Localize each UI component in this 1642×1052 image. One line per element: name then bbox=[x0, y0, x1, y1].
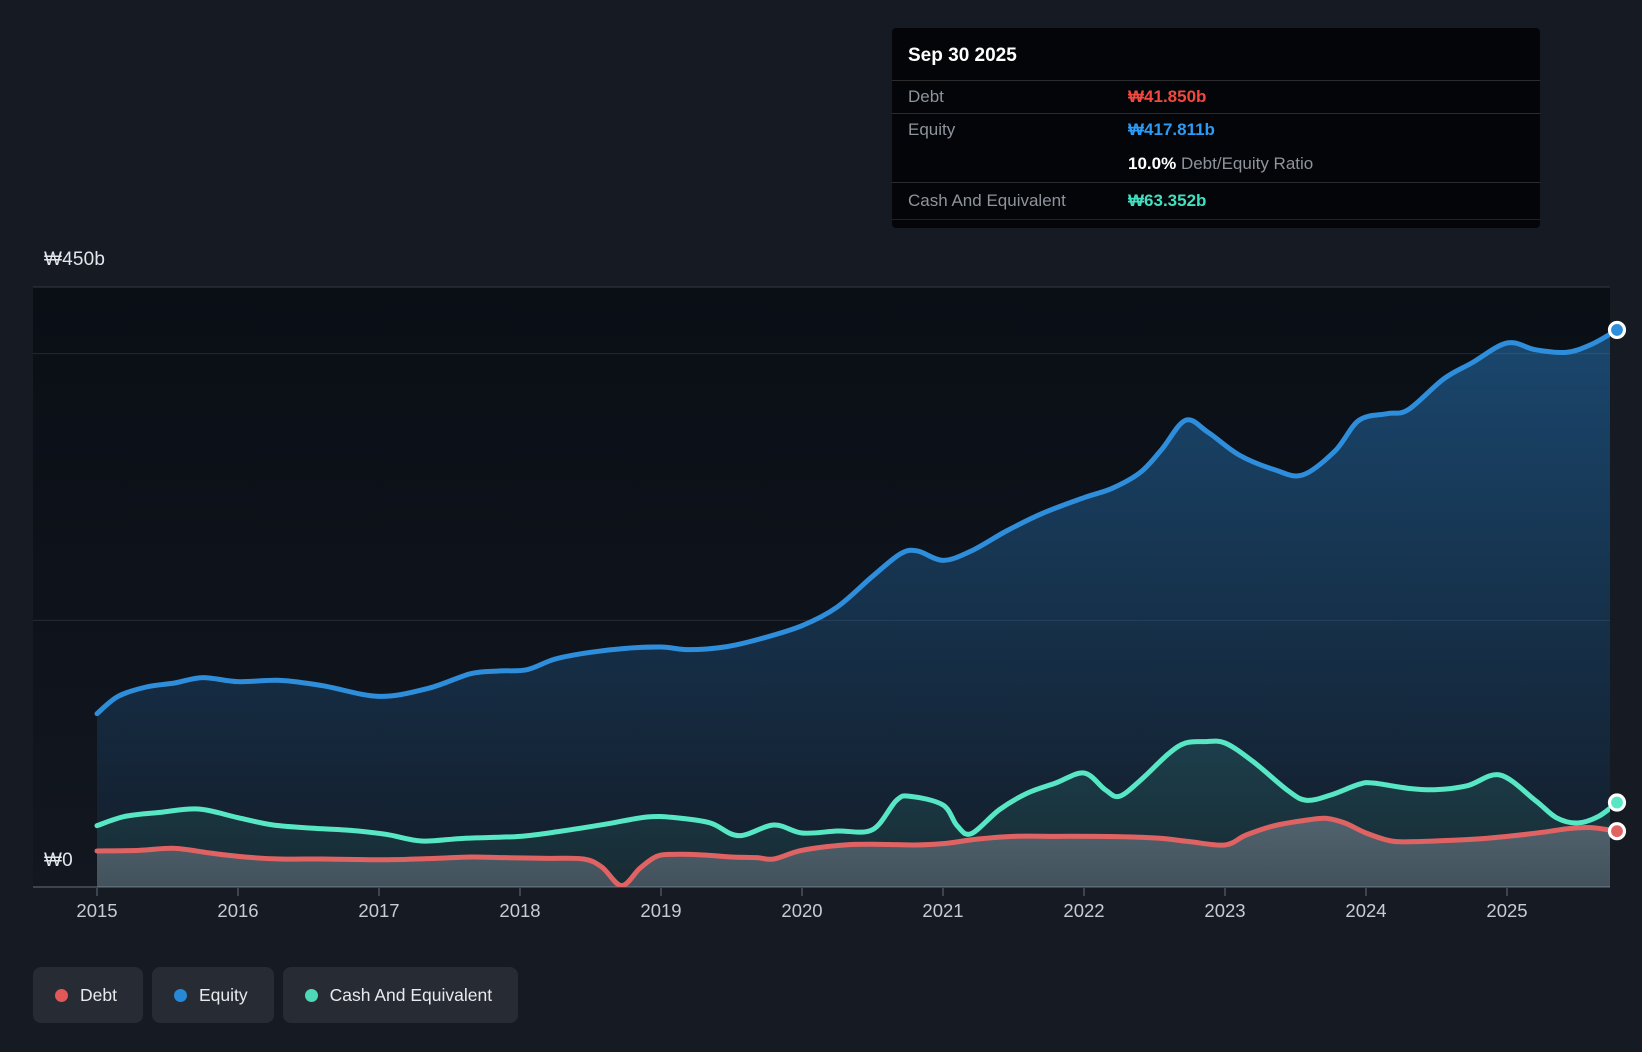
tooltip-ratio-row: 10.0% Debt/Equity Ratio bbox=[892, 146, 1540, 183]
tooltip-cash-row: Cash And Equivalent ₩63.352b bbox=[892, 183, 1540, 220]
x-axis-label-2022: 2022 bbox=[1063, 900, 1104, 921]
series-layer bbox=[94, 331, 1610, 887]
tooltip-equity-value: ₩417.811b bbox=[1128, 120, 1215, 139]
tooltip-debt-value: ₩41.850b bbox=[1128, 87, 1207, 106]
tooltip-ratio-label: Debt/Equity Ratio bbox=[1180, 154, 1314, 173]
equity-line bbox=[94, 331, 1610, 717]
chart-legend: Debt Equity Cash And Equivalent bbox=[33, 967, 519, 1023]
debt-end-marker bbox=[1607, 822, 1627, 841]
equity-dot-icon bbox=[173, 988, 187, 1002]
debt-dot-icon bbox=[55, 988, 68, 1002]
legend-item-equity[interactable]: Equity bbox=[151, 967, 274, 1023]
tooltip-equity-row: Equity ₩417.811b bbox=[892, 114, 1540, 146]
chart-tooltip: Sep 30 2025 Debt ₩41.850b Equity ₩417.81… bbox=[892, 28, 1540, 228]
x-axis-label-2024: 2024 bbox=[1345, 900, 1386, 921]
legend-equity-label: Equity bbox=[198, 984, 248, 1005]
debt-area bbox=[97, 818, 1610, 887]
x-axis-label-2017: 2017 bbox=[358, 900, 399, 921]
x-axis-label-2015: 2015 bbox=[76, 900, 117, 921]
legend-item-debt[interactable]: Debt bbox=[33, 967, 143, 1023]
legend-debt-label: Debt bbox=[80, 984, 117, 1005]
x-axis-label-2019: 2019 bbox=[640, 900, 681, 921]
tooltip-ratio-value: 10.0% Debt/Equity Ratio bbox=[1128, 154, 1314, 173]
tooltip-debt-label: Debt bbox=[908, 87, 944, 106]
legend-cash-label: Cash And Equivalent bbox=[329, 984, 493, 1005]
tooltip-equity-label: Equity bbox=[908, 120, 956, 139]
equity-end-marker bbox=[1607, 320, 1627, 340]
tooltip-cash-label: Cash And Equivalent bbox=[908, 191, 1066, 210]
x-axis-label-2023: 2023 bbox=[1204, 900, 1245, 921]
cash-dot-icon bbox=[304, 988, 318, 1002]
x-axis-label-2021: 2021 bbox=[922, 900, 963, 921]
tooltip-debt-row: Debt ₩41.850b bbox=[892, 81, 1540, 114]
tooltip-cash-value: ₩63.352b bbox=[1128, 191, 1207, 210]
x-axis-label-2020: 2020 bbox=[781, 900, 822, 921]
legend-item-cash[interactable]: Cash And Equivalent bbox=[282, 967, 519, 1023]
cash-and-equivalent-end-marker bbox=[1607, 793, 1627, 812]
y-axis-max-label: ₩450b bbox=[44, 249, 106, 270]
y-axis-zero-label: ₩0 bbox=[44, 850, 73, 871]
x-axis-label-2018: 2018 bbox=[499, 900, 540, 921]
tooltip-date: Sep 30 2025 bbox=[892, 28, 1540, 81]
x-axis-label-2016: 2016 bbox=[217, 900, 258, 921]
cash-line bbox=[94, 738, 1610, 844]
x-axis-label-2025: 2025 bbox=[1486, 900, 1527, 921]
debt-line bbox=[94, 815, 1610, 887]
